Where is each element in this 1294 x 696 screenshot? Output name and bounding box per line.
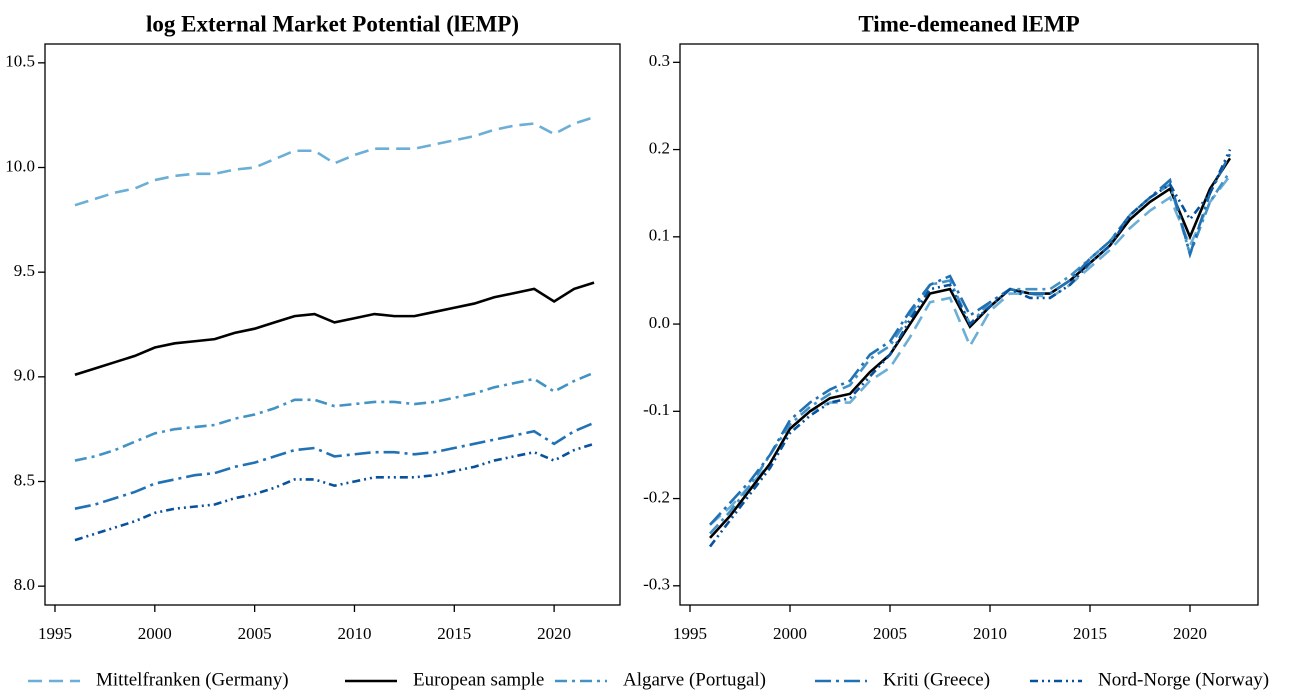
legend-label: Kriti (Greece) [883,669,990,690]
y-tick-label: 0.1 [649,226,670,245]
y-tick-label: 10.5 [5,52,35,71]
x-tick-label: 2015 [437,624,471,643]
x-tick-label: 2015 [1073,624,1107,643]
series-line [708,149,1232,548]
series-line [74,371,595,462]
y-tick-label: 10.0 [5,156,35,175]
series-line [709,153,1232,526]
y-tick-label: 8.5 [14,470,35,489]
series-line [709,170,1232,535]
series-line [709,157,1232,539]
series-line [74,442,595,542]
x-tick-label: 2020 [537,624,571,643]
x-tick-label: 2010 [973,624,1007,643]
series-line [74,281,595,376]
series-line [74,116,595,207]
plot-frame [44,43,621,606]
x-tick-label: 2005 [873,624,907,643]
y-tick-label: -0.3 [643,575,670,594]
legend-label: Mittelfranken (Germany) [96,669,289,690]
x-tick-label: 1995 [38,624,72,643]
y-tick-label: 0.0 [649,313,670,332]
x-tick-label: 1995 [673,624,707,643]
x-tick-label: 2020 [1173,624,1207,643]
y-tick-label: -0.2 [643,487,670,506]
series-line [74,421,595,510]
x-tick-label: 2000 [773,624,807,643]
legend-label: European sample [413,669,544,690]
x-tick-label: 2005 [238,624,272,643]
y-tick-label: 9.0 [14,366,35,385]
legend-label: Nord-Norge (Norway) [1098,669,1269,690]
chart-title: Time-demeaned lEMP [858,11,1079,36]
chart-title: log External Market Potential (lEMP) [146,11,519,36]
y-tick-label: 9.5 [14,261,35,280]
y-tick-label: -0.1 [643,400,670,419]
series-line [709,174,1232,526]
x-tick-label: 2010 [337,624,371,643]
legend-label: Algarve (Portugal) [623,669,766,690]
y-tick-label: 0.3 [649,51,670,70]
y-tick-label: 8.0 [14,575,35,594]
y-tick-label: 0.2 [649,138,670,157]
x-tick-label: 2000 [138,624,172,643]
